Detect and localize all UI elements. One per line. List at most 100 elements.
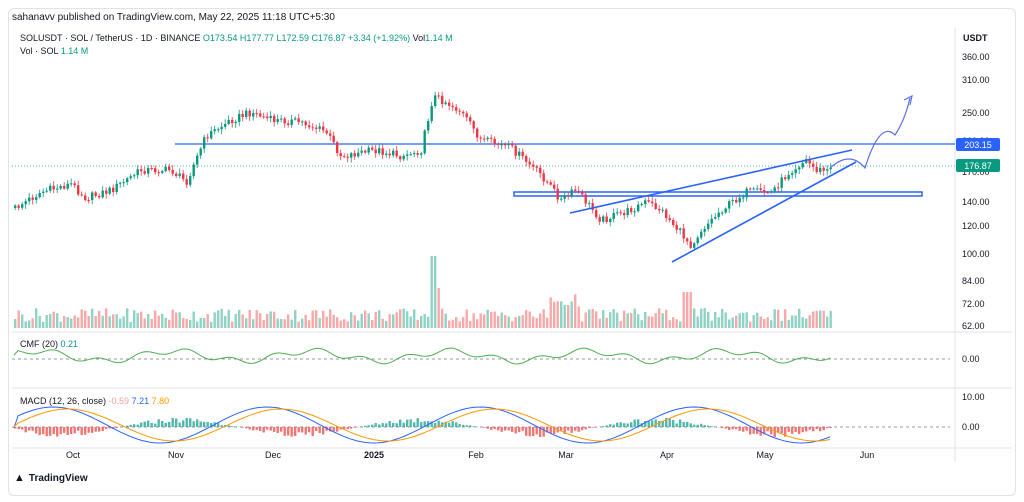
candle-body [591, 203, 594, 211]
macd-histogram-bar [822, 427, 825, 431]
macd-histogram-bar [507, 427, 510, 431]
macd-histogram-bar [248, 427, 251, 430]
volume-bar [717, 317, 720, 328]
volume-bar [350, 312, 353, 328]
macd-histogram-bar [136, 424, 139, 427]
volume-bar [822, 310, 825, 328]
candle-body [52, 185, 55, 190]
macd-histogram-bar [280, 427, 283, 432]
volume-bar [91, 308, 94, 328]
volume-bar [563, 304, 566, 328]
candle-body [675, 224, 678, 230]
macd-histogram-bar [455, 422, 458, 427]
candle-body [17, 205, 20, 208]
cmf-legend: CMF (20) 0.21 [20, 339, 78, 349]
macd-histogram-bar [378, 424, 381, 427]
candle-body [731, 199, 734, 202]
volume-bar [500, 312, 503, 328]
resistance-price-tag-text: 203.15 [964, 140, 992, 150]
macd-histogram-bar [801, 427, 804, 433]
volume-bar [542, 309, 545, 328]
volume-bar [259, 313, 262, 328]
candle-body [455, 107, 458, 111]
volume-bar [623, 310, 626, 328]
time-axis-label: Dec [265, 450, 282, 460]
symbol-name[interactable]: SOLUSDT · SOL / TetherUS · 1D · BINANCE [20, 33, 201, 43]
volume-bar [770, 320, 773, 328]
macd-line [13, 406, 831, 444]
macd-histogram-bar [420, 422, 423, 427]
macd-histogram-bar [371, 424, 374, 427]
macd-histogram-bar [66, 427, 69, 435]
volume-bar [360, 313, 363, 328]
volume-bar [465, 309, 468, 328]
volume-bar [262, 320, 265, 328]
macd-histogram-bar [24, 427, 27, 433]
candle-body [378, 148, 381, 154]
candle-body [738, 197, 741, 203]
candle-body [829, 167, 832, 170]
volume-bar [301, 318, 304, 328]
volume-bar [423, 313, 426, 328]
macd-histogram-bar [245, 427, 248, 429]
volume-bar [493, 311, 496, 328]
volume-bar [805, 318, 808, 328]
volume-bar [416, 319, 419, 328]
macd-histogram-bar [570, 427, 573, 433]
currency-label[interactable]: USDT [963, 33, 988, 43]
macd-histogram-bar [87, 427, 90, 433]
volume-bar [108, 316, 111, 328]
macd-histogram-bar [399, 419, 402, 427]
macd-histogram-bar [161, 420, 164, 427]
tradingview-logo[interactable]: ▲ TradingView [14, 472, 88, 484]
volume-bar [374, 311, 377, 328]
candle-body [311, 127, 314, 129]
macd-histogram-bar [311, 427, 314, 437]
volume-bar [178, 312, 181, 328]
macd-histogram-bar [616, 422, 619, 427]
volume-bar [238, 309, 241, 328]
candle-body [742, 197, 745, 199]
candle-body [56, 188, 59, 190]
candle-body [728, 201, 731, 209]
volume-bar [17, 310, 20, 328]
volume-bar [255, 310, 258, 328]
candle-body [560, 198, 563, 200]
candle-body [546, 181, 549, 183]
volume-bar [612, 309, 615, 328]
volume-bar [784, 309, 787, 328]
candle-body [770, 191, 773, 193]
volume-bar [742, 312, 745, 328]
candle-body [682, 228, 685, 239]
macd-histogram-bar [770, 427, 773, 435]
candle-body [588, 203, 591, 205]
macd-histogram-bar [283, 427, 286, 436]
macd-histogram-bar [668, 418, 671, 427]
volume-bar [752, 314, 755, 328]
candle-body [220, 126, 223, 130]
volume-bar [248, 309, 251, 328]
volume-bar [49, 313, 52, 328]
macd-histogram-bar [385, 423, 388, 427]
volume-bar [280, 318, 283, 328]
last-price-tag [956, 159, 1000, 172]
volume-bar [574, 294, 577, 328]
macd-histogram-bar [332, 427, 335, 432]
candle-body [266, 116, 269, 119]
candle-body [276, 119, 279, 123]
volume-bar [619, 321, 622, 328]
resistance-price-tag [956, 138, 1000, 151]
candle-body [469, 117, 472, 122]
candle-body [269, 115, 272, 119]
volume-bar [553, 301, 556, 328]
volume-bar [206, 313, 209, 328]
volume-bar [546, 317, 549, 328]
volume-bar [339, 320, 342, 328]
macd-histogram-bar [154, 423, 157, 427]
candle-body [427, 121, 430, 131]
volume-bar [399, 309, 402, 328]
macd-histogram-bar [388, 421, 391, 427]
candle-body [199, 148, 202, 156]
candle-body [87, 199, 90, 201]
